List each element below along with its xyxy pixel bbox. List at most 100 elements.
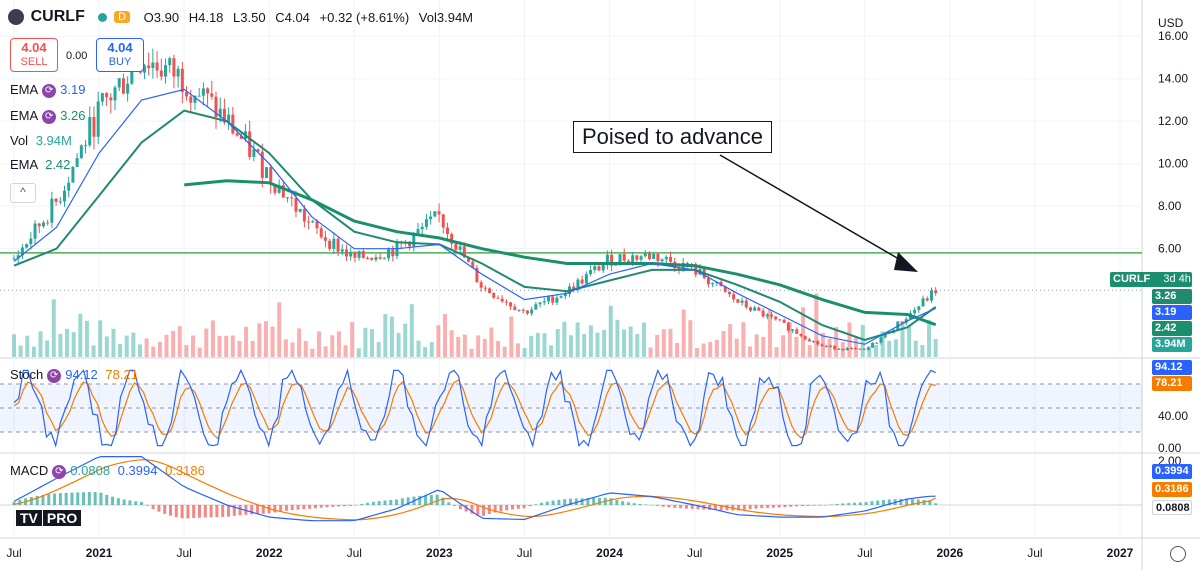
volume-bar — [31, 346, 36, 357]
price-axis-tick: 10.00 — [1158, 157, 1188, 171]
market-status-dot-icon — [98, 12, 108, 22]
candle-body — [281, 185, 285, 198]
legend-macd[interactable]: MACD ⟳ 0.0808 0.3994 0.3186 — [10, 463, 205, 479]
legend-vol[interactable]: Vol 3.94M — [10, 133, 72, 148]
delay-badge: D — [114, 11, 131, 23]
settings-icon[interactable]: ⟳ — [52, 464, 67, 479]
candle-body — [424, 219, 428, 227]
candle-body — [479, 282, 483, 288]
legend-stoch[interactable]: Stoch ⟳ 94.12 78.21 — [10, 367, 138, 383]
volume-bar — [356, 348, 361, 357]
candle-body — [816, 340, 820, 345]
candle-body — [260, 151, 264, 178]
time-axis-label: Jul — [1027, 546, 1042, 560]
macd-histogram-bar — [215, 505, 219, 518]
currency-label[interactable]: USD — [1158, 16, 1184, 30]
candle-body — [879, 337, 883, 343]
macd-histogram-bar — [824, 505, 828, 506]
macd-histogram-bar — [539, 502, 543, 505]
time-axis-label: Jul — [176, 546, 191, 560]
candle-body — [934, 290, 938, 294]
volume-bar — [688, 320, 693, 357]
macd-histogram-bar — [476, 505, 480, 516]
volume-bar — [237, 341, 242, 357]
macd-histogram-bar — [377, 501, 381, 505]
volume-bar — [834, 327, 839, 357]
candle-body — [172, 58, 176, 77]
macd-histogram-bar — [406, 497, 410, 505]
volume-bar — [297, 328, 302, 357]
macd-histogram-bar — [82, 492, 86, 505]
macd-histogram-bar — [597, 497, 601, 505]
sell-button[interactable]: 4.04 SELL — [10, 38, 58, 72]
volume-bar — [535, 332, 540, 357]
volume-bar — [51, 299, 56, 357]
macd-signal-value: 0.3186 — [165, 463, 205, 478]
candle-body — [770, 314, 774, 317]
macd-histogram-bar — [203, 505, 207, 518]
settings-icon[interactable]: ⟳ — [47, 368, 62, 383]
volume-bar — [111, 328, 116, 357]
volume-bar — [336, 331, 341, 357]
candle-body — [610, 254, 614, 266]
candle-body — [732, 294, 736, 300]
volume-bar — [210, 320, 215, 357]
macd-histogram-bar — [325, 505, 329, 508]
volume-bar — [303, 340, 308, 357]
candle-body — [100, 93, 104, 102]
macd-histogram-bar — [163, 505, 167, 514]
volume-bar — [131, 332, 136, 357]
volume-bar — [575, 322, 580, 357]
candle-body — [711, 283, 715, 285]
candle-body — [841, 348, 845, 351]
candle-body — [214, 96, 218, 117]
macd-histogram-bar — [447, 502, 451, 505]
collapse-legend-button[interactable]: ^ — [10, 183, 36, 203]
volume-bar — [177, 326, 182, 357]
volume-bar — [250, 340, 255, 357]
annotation-callout[interactable]: Poised to advance — [573, 121, 773, 153]
legend-ema3[interactable]: EMA 2.42 — [10, 157, 70, 172]
candle-body — [643, 253, 647, 257]
macd-histogram-bar — [713, 505, 717, 511]
legend-ema1[interactable]: EMA ⟳ 3.19 — [10, 82, 85, 98]
candle-body — [416, 229, 420, 234]
volume-bar — [409, 304, 414, 357]
candle-body — [84, 145, 88, 147]
macd-histogram-bar — [313, 505, 317, 509]
candle-body — [475, 267, 479, 283]
macd-histogram-bar — [116, 498, 120, 505]
candle-body — [824, 346, 828, 348]
volume-bar — [350, 322, 355, 357]
volume-bar — [721, 331, 726, 357]
macd-histogram-bar — [366, 502, 370, 505]
symbol-name[interactable]: CURLF — [30, 8, 85, 25]
candle-body — [774, 316, 778, 320]
buy-button[interactable]: 4.04 BUY — [96, 38, 144, 72]
settings-icon[interactable]: ⟳ — [42, 109, 57, 124]
candle-body — [753, 307, 757, 311]
candle-body — [201, 88, 205, 96]
macd-histogram-bar — [221, 505, 225, 517]
volume-bar — [774, 347, 779, 357]
volume-bar — [383, 313, 388, 357]
candle-body — [441, 214, 445, 228]
legend-ema2[interactable]: EMA ⟳ 3.26 — [10, 108, 85, 124]
volume-bar — [317, 331, 322, 357]
candle-body — [875, 342, 879, 344]
macd-histogram-bar — [41, 494, 45, 505]
candle-body — [29, 238, 33, 245]
macd-line-value: 0.3994 — [117, 463, 158, 478]
axis-settings-icon[interactable] — [1170, 546, 1186, 562]
candle-body — [736, 299, 740, 303]
candle-body — [387, 249, 391, 259]
candle-body — [197, 95, 201, 97]
macd-histogram-bar — [835, 503, 839, 505]
settings-icon[interactable]: ⟳ — [42, 83, 57, 98]
volume-bar — [767, 309, 772, 357]
candle-body — [605, 254, 609, 265]
price-axis-tick: 8.00 — [1158, 199, 1182, 213]
vol-value: 3.94M — [35, 133, 72, 148]
macd-histogram-bar — [586, 498, 590, 505]
